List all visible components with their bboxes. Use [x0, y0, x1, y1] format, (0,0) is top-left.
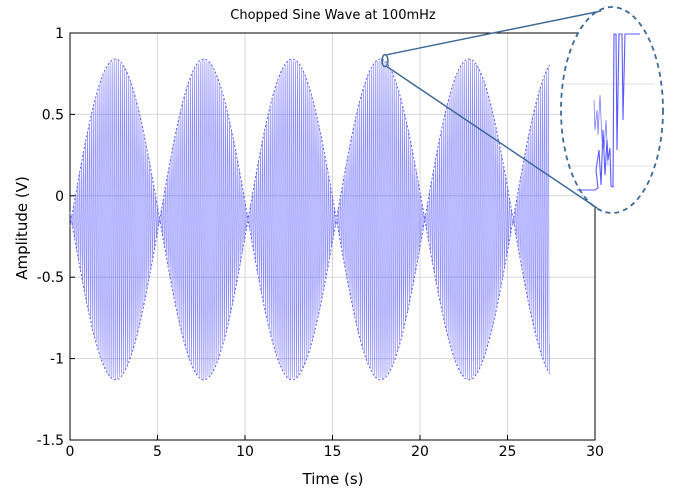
signal-series	[69, 58, 550, 381]
zoom-inset-background	[561, 7, 663, 213]
x-tick-label-4: 20	[411, 444, 429, 460]
y-axis-label: Amplitude (V)	[13, 176, 31, 280]
envelope-lower	[69, 219, 550, 381]
x-tick-label-6: 30	[586, 444, 604, 460]
chart-title: Chopped Sine Wave at 100mHz	[230, 8, 436, 23]
y-tick-label-1: 0.5	[42, 107, 64, 123]
signal-line	[69, 59, 550, 380]
x-tick-label-3: 15	[324, 444, 342, 460]
zoom-source-marker	[381, 53, 389, 68]
zoom-connector-bottom	[386, 66, 598, 209]
zoom-inset-outline	[560, 6, 664, 214]
zoom-trace-detail	[593, 94, 609, 166]
x-tick-label-2: 10	[236, 444, 254, 460]
zoom-inset	[381, 6, 664, 214]
zoom-trace	[577, 33, 640, 191]
x-tick-label-1: 5	[153, 444, 162, 460]
x-axis-label: Time (s)	[302, 470, 364, 488]
y-tick-label-2: 0	[55, 189, 64, 205]
y-tick-label-5: -1.5	[37, 433, 64, 449]
y-tick-label-0: 1	[55, 26, 64, 42]
y-tick-label-3: -0.5	[37, 270, 64, 286]
envelope-upper	[69, 58, 550, 220]
x-tick-label-0: 0	[66, 444, 75, 460]
x-tick-label-5: 25	[499, 444, 517, 460]
zoom-connector-top	[386, 10, 602, 56]
y-tick-label-4: -1	[50, 352, 64, 368]
axis-ticks: 0 5 10 15 20 25 30 1 0.5 0 -0.5 -1 -1.5	[37, 26, 604, 460]
